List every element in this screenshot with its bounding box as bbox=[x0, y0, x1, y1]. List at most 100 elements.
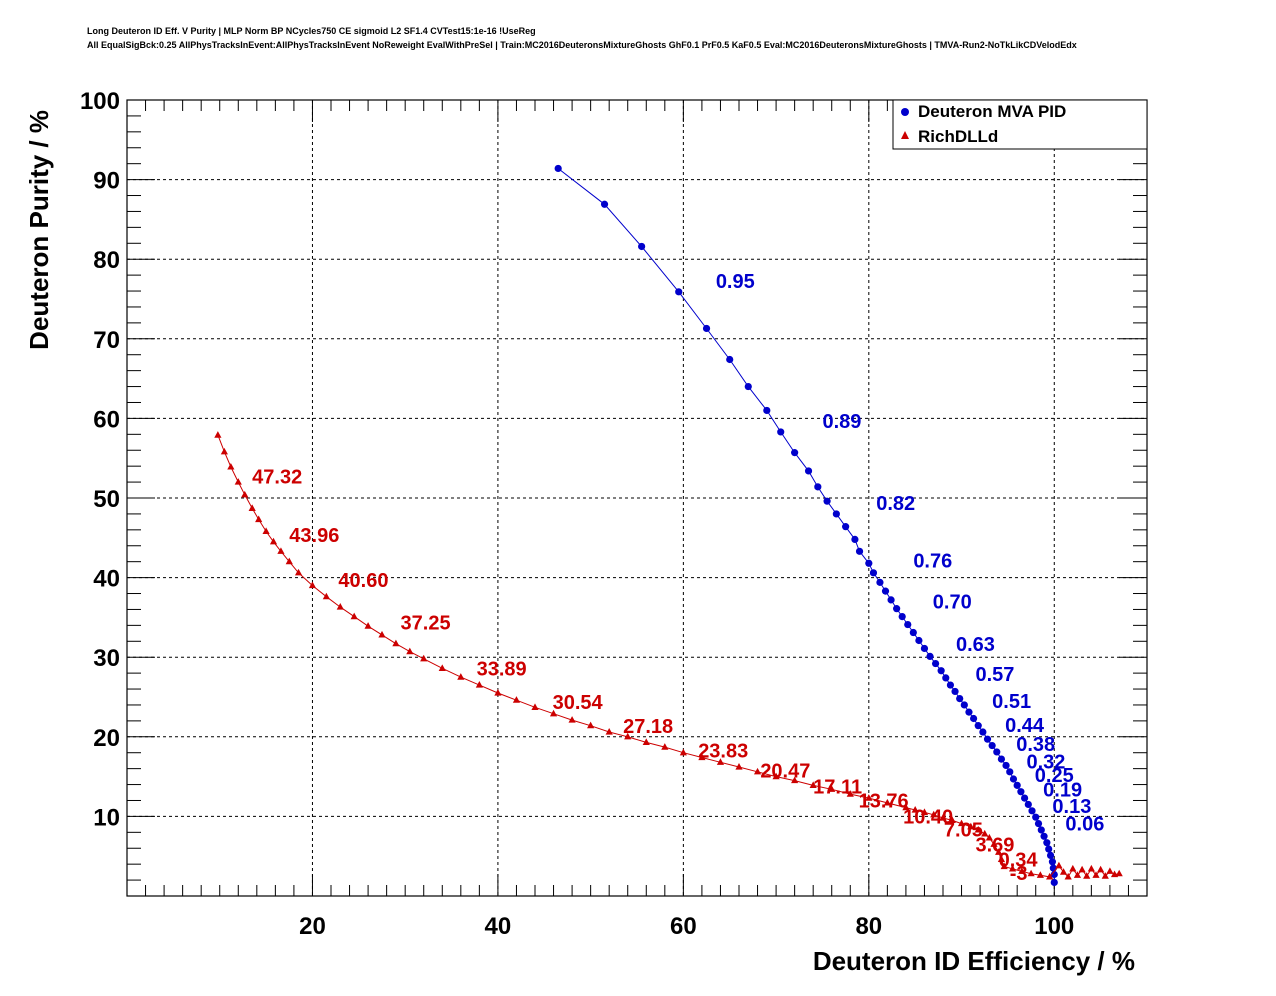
y-tick-label: 60 bbox=[93, 406, 120, 433]
data-point-mva bbox=[970, 714, 978, 723]
data-point-mva bbox=[965, 708, 973, 716]
data-point-dll bbox=[1097, 865, 1105, 873]
data-point-dll bbox=[1078, 865, 1086, 873]
plot-series bbox=[214, 164, 1123, 887]
data-point-dll bbox=[392, 639, 400, 647]
data-point-mva bbox=[898, 613, 906, 621]
data-point-dll bbox=[475, 681, 483, 688]
data-point-mva bbox=[881, 587, 890, 595]
data-point-dll bbox=[457, 673, 465, 680]
data-point-dll bbox=[1055, 861, 1063, 869]
data-point-mva bbox=[946, 681, 955, 689]
data-point-mva bbox=[920, 644, 929, 653]
data-point-mva bbox=[1024, 800, 1032, 809]
data-point-dll bbox=[336, 603, 344, 610]
cut-label: 0.06 bbox=[1065, 814, 1104, 836]
data-point-dll bbox=[809, 781, 817, 788]
data-point-dll bbox=[642, 738, 650, 745]
data-point-mva bbox=[744, 382, 752, 391]
cut-label: 37.25 bbox=[401, 612, 451, 634]
data-point-mva bbox=[1040, 832, 1048, 840]
data-point-dll bbox=[308, 581, 317, 589]
axes: 20 40 60 80 100 10 20 30 40 50 60 70 80 90 100 bbox=[80, 88, 1148, 940]
data-point-mva bbox=[1017, 788, 1025, 796]
cut-label: 0.44 bbox=[1005, 715, 1045, 737]
data-point-mva bbox=[887, 596, 895, 604]
data-point-mva bbox=[1048, 858, 1057, 866]
data-point-dll bbox=[911, 806, 919, 813]
data-point-dll bbox=[985, 833, 993, 841]
y-tick-label: 80 bbox=[93, 247, 120, 274]
data-point-mva bbox=[1013, 781, 1021, 789]
data-point-dll bbox=[549, 709, 558, 717]
data-point-dll bbox=[791, 776, 799, 784]
legend-marker-mva bbox=[901, 108, 909, 116]
data-point-dll bbox=[1101, 872, 1109, 879]
data-point-dll bbox=[214, 431, 222, 438]
chart-title-line-2: All EqualSigBck:0.25 AllPhysTracksInEven… bbox=[87, 40, 1077, 50]
cut-label: 0.63 bbox=[956, 634, 995, 656]
data-point-dll bbox=[698, 753, 706, 761]
data-point-dll bbox=[364, 622, 372, 629]
data-point-dll bbox=[939, 813, 947, 821]
data-point-dll bbox=[624, 732, 632, 740]
data-point-dll bbox=[1106, 867, 1114, 874]
data-point-mva bbox=[915, 636, 923, 645]
data-point-mva bbox=[1009, 775, 1018, 783]
data-point-mva bbox=[832, 510, 840, 518]
cut-label: 0.51 bbox=[992, 691, 1031, 713]
data-point-dll bbox=[883, 798, 891, 806]
data-point-dll bbox=[568, 716, 576, 723]
data-point-mva bbox=[993, 748, 1001, 756]
cut-label: 0.89 bbox=[822, 411, 861, 433]
data-point-dll bbox=[948, 816, 956, 823]
data-point-dll bbox=[1059, 868, 1068, 875]
data-point-dll bbox=[248, 504, 256, 511]
data-point-dll bbox=[920, 808, 929, 816]
data-point-dll bbox=[1008, 864, 1017, 872]
data-point-mva bbox=[931, 659, 940, 668]
cut-label: 30.54 bbox=[553, 692, 604, 714]
data-point-dll bbox=[1027, 869, 1035, 877]
cut-label: 10.40 bbox=[903, 807, 953, 829]
grid bbox=[127, 99, 1147, 896]
cut-value-labels: 0.95 0.89 0.82 0.76 0.70 0.63 0.57 0.510.440.38… bbox=[252, 271, 1104, 885]
data-point-dll bbox=[981, 829, 989, 837]
y-tick-label: 100 bbox=[80, 88, 120, 115]
cut-label: 47.32 bbox=[252, 467, 302, 489]
data-point-dll bbox=[930, 810, 938, 818]
x-tick-label: 100 bbox=[1034, 913, 1074, 940]
data-point-dll bbox=[1092, 871, 1100, 878]
data-point-mva bbox=[909, 628, 917, 637]
data-point-dll bbox=[974, 825, 982, 833]
data-point-dll bbox=[1018, 867, 1026, 874]
x-tick-label: 20 bbox=[299, 913, 326, 940]
data-point-mva bbox=[804, 467, 813, 475]
x-tick-label: 40 bbox=[485, 913, 512, 940]
data-point-mva bbox=[937, 667, 945, 675]
data-point-dll bbox=[255, 515, 263, 523]
data-point-mva bbox=[997, 755, 1006, 763]
cut-label: 0.57 bbox=[975, 664, 1014, 686]
data-point-mva bbox=[974, 722, 982, 730]
cut-label: 3.69 bbox=[975, 834, 1014, 856]
cut-label: 7.05 bbox=[944, 819, 983, 841]
data-point-dll bbox=[1064, 872, 1072, 880]
data-point-dll bbox=[772, 772, 780, 780]
cut-label: 27.18 bbox=[623, 716, 673, 738]
data-point-mva bbox=[951, 687, 959, 696]
data-point-dll bbox=[512, 696, 521, 703]
data-point-dll bbox=[605, 728, 613, 735]
data-point-dll bbox=[531, 703, 539, 710]
chart-title-line-1: Long Deuteron ID Eff. V Purity | MLP Nor… bbox=[87, 26, 536, 36]
data-point-mva bbox=[1028, 807, 1036, 815]
cut-label: 20.47 bbox=[760, 760, 810, 782]
cut-label: 0.34 bbox=[999, 850, 1039, 872]
data-point-mva bbox=[1046, 851, 1055, 860]
data-point-dll bbox=[277, 547, 285, 554]
cut-label: 0.95 bbox=[716, 271, 755, 293]
data-point-mva bbox=[814, 483, 822, 491]
data-point-mva bbox=[726, 355, 734, 364]
data-point-mva bbox=[1006, 768, 1014, 776]
